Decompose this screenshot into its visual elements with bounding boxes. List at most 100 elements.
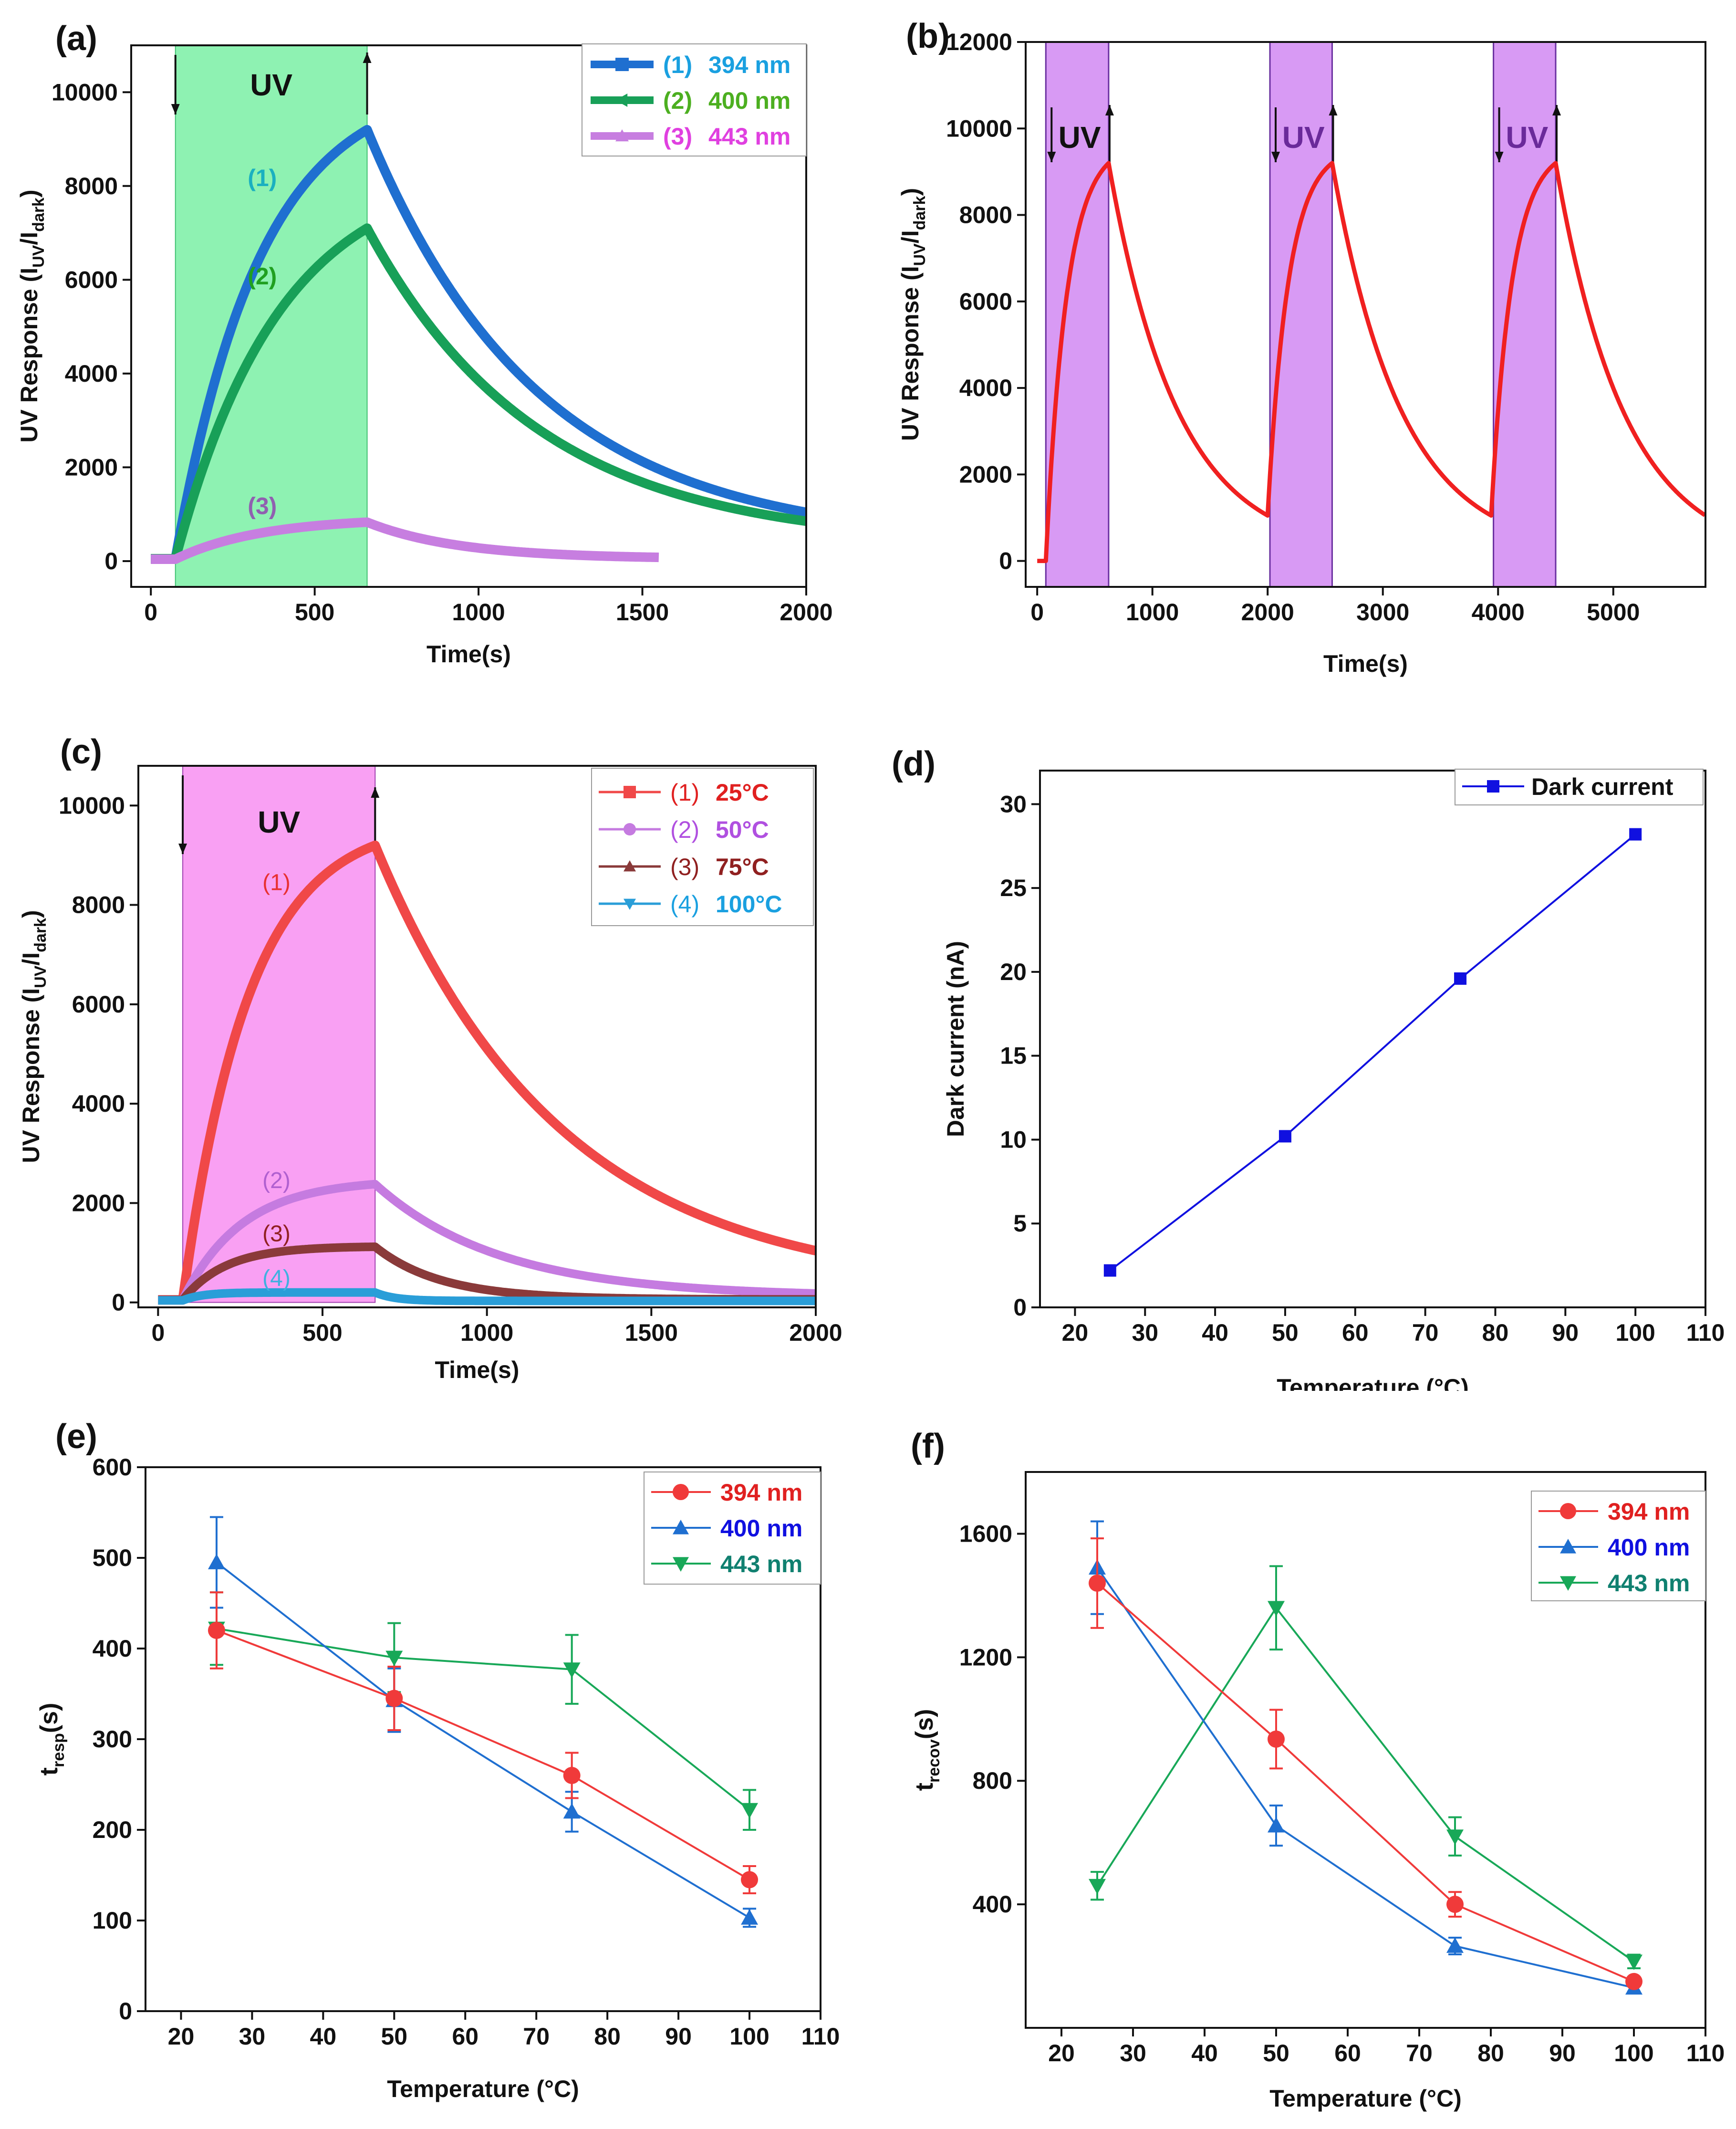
uv-off-arrow-head	[371, 787, 380, 798]
x-tick-label: 90	[665, 2023, 692, 2050]
legend: 394 nm 400 nm 443 nm	[1531, 1491, 1706, 1601]
legend-label-2: 400 nm	[1608, 1534, 1690, 1561]
x-tick-label: 90	[1552, 1319, 1579, 1346]
data-point	[563, 1662, 581, 1678]
data-point	[1103, 1264, 1116, 1277]
y-axis-label: trecov(s)	[911, 1709, 943, 1791]
y-axis-label-part: resp	[50, 1733, 68, 1767]
x-tick-label: 80	[594, 2023, 621, 2050]
series-line-1	[158, 840, 819, 1305]
plot-frame	[1039, 770, 1706, 1308]
panel-e: (e) 20 30 40 50 60 70 80 90 100 110 0 100 200 300 400 50…	[35, 1418, 840, 2102]
x-axis-label: Temperature (°C)	[1269, 2085, 1461, 2112]
uv-band-1	[1045, 41, 1110, 588]
data-point	[208, 1622, 225, 1639]
y-tick-label: 4000	[65, 360, 118, 387]
legend-marker-2	[624, 823, 636, 835]
legend-num-1: (1)	[670, 779, 699, 806]
panel-b: (b) UV UV UV 0 1000 2000 3000 4000 5000 0 2000 4000 6…	[897, 17, 1706, 677]
legend-label-3: 75°C	[716, 854, 769, 880]
y-axis-label-part: UV	[30, 245, 48, 268]
uv-on-arrow-3-head	[1495, 152, 1504, 162]
x-tick-label: 20	[1062, 1319, 1089, 1346]
y-axis-label-part: dark	[911, 196, 929, 230]
series-line-1	[151, 125, 810, 564]
plot-frame	[1025, 41, 1706, 588]
x-tick-label: 100	[729, 2023, 769, 2050]
y-tick-label: 0	[112, 1289, 125, 1316]
series-line-1	[216, 1629, 750, 1881]
x-tick-label: 20	[168, 2023, 195, 2050]
uv-band-3	[1493, 41, 1557, 588]
data-point	[1625, 1972, 1642, 1990]
y-axis-label: UV Response (IUV/Idark)	[18, 910, 50, 1163]
data-point	[1089, 1879, 1106, 1895]
panel-d: (d)20 30 40 50 60 70 80 90 100 110051015202530Tem…	[892, 745, 1725, 1419]
data-point	[1446, 1937, 1464, 1953]
legend-label-1: 394 nm	[1608, 1498, 1690, 1525]
legend-label-4: 100°C	[716, 891, 782, 918]
y-axis-label-part: /I	[18, 952, 44, 966]
legend-marker-3	[673, 1557, 689, 1572]
legend-marker-4	[624, 898, 636, 910]
curve-label-1: (1)	[248, 165, 277, 191]
curve-label-2: (2)	[248, 263, 277, 290]
panel-f: (f) 20 30 40 50 60 70 80 90 100 110 400 800 1200 1600 T…	[911, 1427, 1725, 2112]
series-line-dark-current	[1109, 834, 1636, 1272]
y-tick-label: 6000	[959, 288, 1012, 315]
legend-label-1: 394 nm	[720, 1479, 802, 1506]
legend-num-3: (3)	[663, 123, 692, 150]
legend-label: Dark current	[1531, 773, 1674, 800]
data-point	[385, 1690, 403, 1707]
uv-off-arrow-head	[363, 52, 372, 63]
legend-label-1: 394 nm	[708, 52, 790, 78]
x-tick-label: 80	[1477, 2040, 1504, 2066]
curve-label-3: (3)	[262, 1221, 291, 1247]
x-tick-label: 2000	[1241, 599, 1294, 626]
x-tick-label: 40	[310, 2023, 337, 2050]
data-point	[1625, 1954, 1642, 1970]
legend-num-3: (3)	[670, 854, 699, 880]
y-tick-label: 100	[93, 1907, 132, 1934]
y-tick-label: 5	[1013, 1210, 1027, 1237]
legend-marker-2	[673, 1520, 689, 1534]
legend-marker-2	[1560, 1539, 1576, 1554]
legend-marker-3	[615, 129, 629, 142]
data-point	[741, 1909, 759, 1925]
uv-band-2	[1269, 41, 1333, 588]
legend-label-2: 400 nm	[708, 87, 790, 114]
x-tick-label: 110	[801, 2023, 840, 2050]
y-axis-label-part: )	[16, 189, 42, 198]
data-point	[1279, 1130, 1291, 1143]
series-line-4	[158, 1288, 819, 1305]
legend-marker-1	[1560, 1503, 1576, 1519]
y-axis-label-part: UV	[31, 965, 50, 988]
series-line-3	[216, 1628, 750, 1811]
x-tick-label: 0	[1030, 599, 1044, 626]
y-tick-label: 25	[1000, 875, 1027, 901]
y-axis-label-part: UV Response (I	[897, 266, 924, 441]
legend-marker-2	[615, 94, 628, 107]
legend-label-2: 400 nm	[720, 1515, 802, 1542]
y-tick-label: 10	[1000, 1126, 1027, 1153]
y-tick-label: 0	[104, 548, 118, 574]
x-tick-label: 60	[452, 2023, 478, 2050]
panel-label-c: (c)	[60, 733, 102, 771]
y-tick-label: 2000	[65, 454, 118, 480]
y-axis-label-part: UV Response (I	[18, 988, 44, 1163]
data-point	[1268, 1730, 1285, 1748]
y-tick-label: 0	[119, 1998, 132, 2025]
legend-marker-1	[673, 1484, 689, 1500]
uv-band-label: UV	[258, 805, 300, 839]
series-line-2	[151, 223, 810, 564]
legend-marker-3	[624, 860, 636, 872]
legend-label-3: 443 nm	[720, 1551, 802, 1577]
data-point	[1089, 1575, 1106, 1592]
uv-off-arrow-2-head	[1329, 105, 1338, 115]
y-axis-label-part: /I	[897, 230, 924, 243]
x-tick-label: 0	[151, 1319, 165, 1346]
y-axis-label-part: UV Response (I	[16, 268, 42, 443]
x-tick-label: 100	[1615, 1319, 1655, 1346]
uv-on-arrow-1-head	[1047, 152, 1056, 162]
